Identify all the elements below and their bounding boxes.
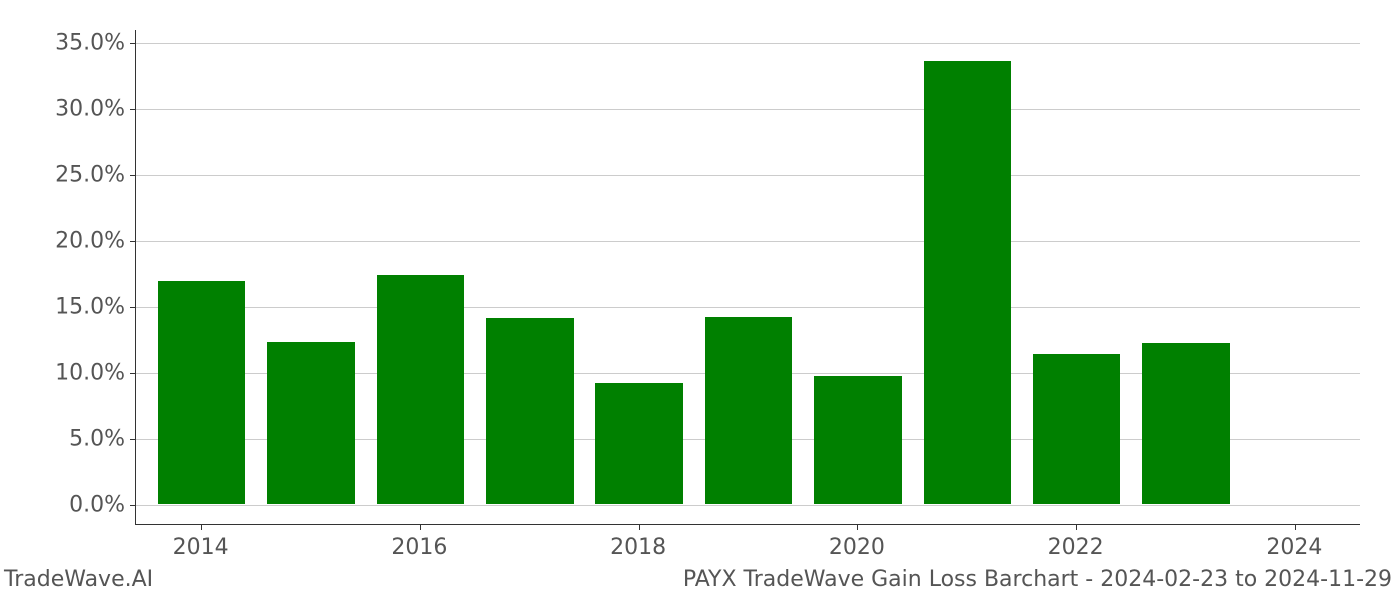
x-tick-mark — [639, 524, 640, 530]
bar — [377, 275, 465, 505]
y-tick-mark — [130, 505, 136, 506]
x-tick-label: 2022 — [1048, 535, 1104, 560]
x-tick-mark — [420, 524, 421, 530]
x-tick-label: 2018 — [610, 535, 666, 560]
bar — [924, 61, 1012, 505]
bar — [1142, 343, 1230, 504]
bar — [814, 376, 902, 504]
gridline — [136, 505, 1360, 506]
x-tick-mark — [1295, 524, 1296, 530]
footer-right-text: PAYX TradeWave Gain Loss Barchart - 2024… — [683, 567, 1392, 592]
footer-left-text: TradeWave.AI — [4, 567, 153, 592]
y-tick-mark — [130, 109, 136, 110]
y-tick-label: 5.0% — [15, 427, 125, 452]
y-tick-mark — [130, 241, 136, 242]
x-tick-label: 2020 — [829, 535, 885, 560]
x-tick-mark — [201, 524, 202, 530]
bar — [1033, 354, 1121, 504]
x-tick-label: 2016 — [391, 535, 447, 560]
y-tick-mark — [130, 175, 136, 176]
bar — [267, 342, 355, 504]
bar — [158, 281, 246, 504]
bar — [595, 383, 683, 504]
gridline — [136, 175, 1360, 176]
y-tick-label: 20.0% — [15, 229, 125, 254]
y-tick-label: 10.0% — [15, 361, 125, 386]
y-tick-mark — [130, 373, 136, 374]
y-tick-label: 0.0% — [15, 493, 125, 518]
y-tick-label: 35.0% — [15, 31, 125, 56]
x-tick-label: 2014 — [173, 535, 229, 560]
gridline — [136, 307, 1360, 308]
y-tick-label: 25.0% — [15, 163, 125, 188]
y-tick-mark — [130, 307, 136, 308]
y-tick-mark — [130, 43, 136, 44]
gridline — [136, 241, 1360, 242]
plot-area — [135, 30, 1360, 525]
chart-container — [135, 30, 1360, 525]
gridline — [136, 43, 1360, 44]
y-tick-label: 30.0% — [15, 97, 125, 122]
x-tick-mark — [857, 524, 858, 530]
x-tick-label: 2024 — [1266, 535, 1322, 560]
bar — [486, 318, 574, 504]
y-tick-mark — [130, 439, 136, 440]
gridline — [136, 109, 1360, 110]
x-tick-mark — [1076, 524, 1077, 530]
y-tick-label: 15.0% — [15, 295, 125, 320]
bar — [705, 317, 793, 504]
